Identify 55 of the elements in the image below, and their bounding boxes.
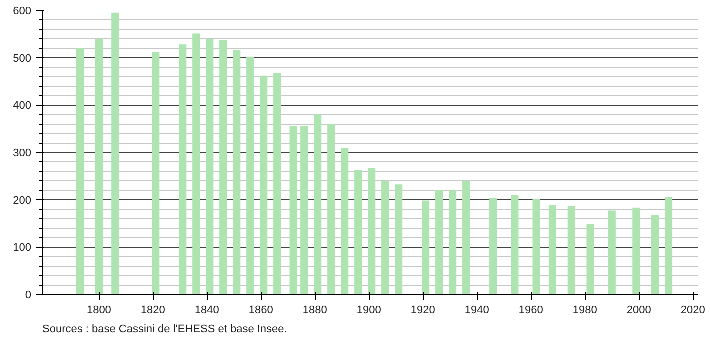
y-tick-label: 500 xyxy=(13,52,32,65)
bar xyxy=(328,124,336,294)
bar xyxy=(462,180,470,294)
bar xyxy=(76,48,84,294)
bar xyxy=(260,76,268,294)
bar xyxy=(632,208,640,294)
x-tick-label: 1800 xyxy=(86,304,112,316)
bar xyxy=(300,126,308,294)
y-tick-label: 0 xyxy=(25,290,32,302)
bar xyxy=(95,38,103,294)
bar xyxy=(179,44,187,294)
x-tick-label: 1820 xyxy=(140,304,166,316)
bar xyxy=(548,205,556,294)
bar xyxy=(233,50,241,294)
x-tick-label: 1940 xyxy=(464,304,490,316)
bar xyxy=(511,195,519,294)
x-tick-label: 1900 xyxy=(356,304,382,316)
y-tick-label: 600 xyxy=(13,6,32,18)
bar xyxy=(382,180,390,294)
bar xyxy=(449,190,457,294)
bar xyxy=(490,198,498,294)
bar xyxy=(220,40,228,294)
x-tick-label: 1920 xyxy=(410,304,436,316)
bar xyxy=(246,56,254,294)
bar xyxy=(152,52,160,294)
x-tick-label: 1880 xyxy=(302,304,328,316)
bar xyxy=(354,170,362,294)
x-tick-label: 1960 xyxy=(518,304,544,316)
bar xyxy=(274,72,282,294)
x-tick-label: 2020 xyxy=(680,304,706,316)
x-tick-label: 1840 xyxy=(194,304,220,316)
y-tick-label: 200 xyxy=(13,194,32,207)
bar xyxy=(665,197,673,294)
bar xyxy=(395,184,403,294)
bar xyxy=(206,38,214,294)
bar xyxy=(112,12,120,294)
source-note: Sources : base Cassini de l'EHESS et base Insee. xyxy=(42,324,288,336)
x-tick-label: 1860 xyxy=(248,304,274,316)
bar xyxy=(586,224,594,294)
bar xyxy=(568,206,576,294)
bar xyxy=(532,199,540,294)
bar xyxy=(608,210,616,294)
bar xyxy=(652,214,660,294)
y-tick-label: 300 xyxy=(13,148,32,160)
y-tick-label: 400 xyxy=(13,100,32,112)
bar xyxy=(290,126,298,294)
y-tick-label: 100 xyxy=(13,242,32,254)
x-tick-label: 1980 xyxy=(572,304,598,316)
x-tick-label: 2000 xyxy=(626,304,652,316)
bar xyxy=(341,148,349,294)
bar xyxy=(436,190,444,294)
bar xyxy=(368,168,376,294)
bar xyxy=(422,200,430,294)
bar xyxy=(192,34,200,294)
bar xyxy=(314,114,322,294)
